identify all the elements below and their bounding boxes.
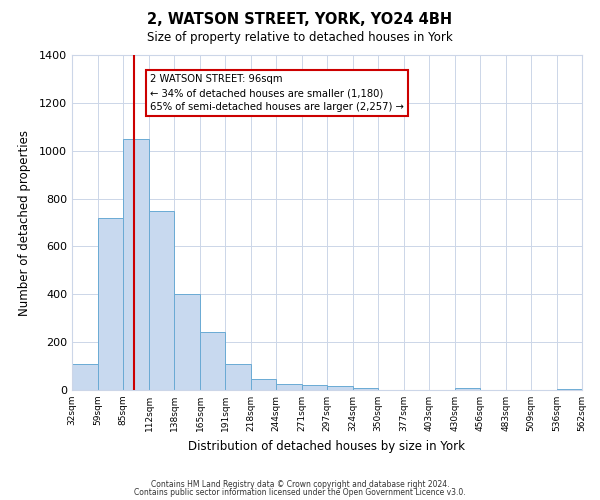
Bar: [302, 384, 327, 390]
Bar: [327, 386, 353, 390]
Text: Contains public sector information licensed under the Open Government Licence v3: Contains public sector information licen…: [134, 488, 466, 497]
Text: 2, WATSON STREET, YORK, YO24 4BH: 2, WATSON STREET, YORK, YO24 4BH: [148, 12, 452, 28]
Bar: [251, 379, 276, 390]
Y-axis label: Number of detached properties: Number of detached properties: [17, 130, 31, 316]
Text: Contains HM Land Registry data © Crown copyright and database right 2024.: Contains HM Land Registry data © Crown c…: [151, 480, 449, 489]
Bar: [276, 384, 302, 390]
Bar: [123, 138, 149, 390]
Bar: [200, 332, 225, 390]
Bar: [557, 389, 582, 390]
Bar: [149, 210, 174, 390]
Text: Size of property relative to detached houses in York: Size of property relative to detached ho…: [147, 31, 453, 44]
Bar: [98, 218, 123, 390]
Bar: [455, 388, 480, 390]
X-axis label: Distribution of detached houses by size in York: Distribution of detached houses by size …: [188, 440, 466, 452]
Text: 2 WATSON STREET: 96sqm
← 34% of detached houses are smaller (1,180)
65% of semi-: 2 WATSON STREET: 96sqm ← 34% of detached…: [150, 74, 404, 112]
Bar: [72, 364, 98, 390]
Bar: [353, 388, 378, 390]
Bar: [225, 364, 251, 390]
Bar: [174, 294, 200, 390]
